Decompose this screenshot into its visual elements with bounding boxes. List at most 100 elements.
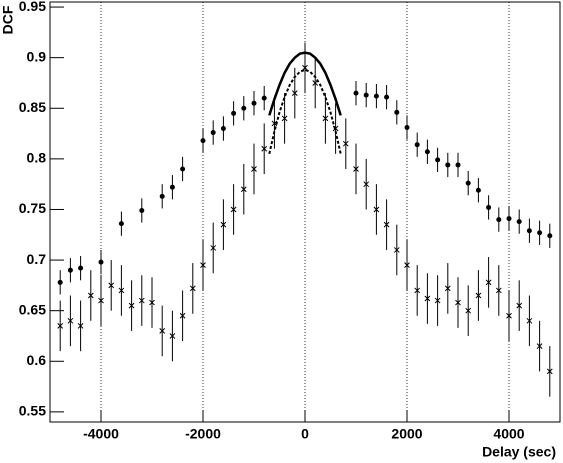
y-tick-label: 0.65 [19,301,46,317]
data-point [455,162,461,168]
data-point [169,333,176,339]
data-point [353,90,359,96]
data-point [179,312,186,319]
data-point [149,299,155,306]
data-point [159,193,165,199]
data-point [475,292,482,299]
data-point [98,297,104,304]
data-point [526,317,533,324]
data-point [537,230,543,236]
data-point [78,265,84,271]
y-tick-label: 0.75 [19,200,46,216]
data-point [363,92,369,98]
data-point [384,94,390,100]
data-point [495,287,502,294]
data-point [546,368,553,375]
data-point [241,105,247,111]
data-point [383,221,390,228]
data-point [373,93,379,99]
data-point [281,115,288,122]
data-point [434,297,441,304]
data-point [424,149,430,155]
data-point [200,262,206,268]
data-point [506,312,512,319]
data-point [67,267,73,273]
data-point [414,287,421,294]
data-point [67,317,74,324]
data-point [404,124,410,130]
data-point [210,245,217,251]
data-point [424,295,431,302]
data-point [363,181,370,188]
data-point [404,262,410,268]
data-point [536,343,543,349]
data-point [118,221,124,227]
y-axis-label: DCF [0,5,16,34]
data-point [547,233,553,239]
y-tick-label: 0.55 [19,403,46,419]
data-point [139,207,145,213]
y-tick-label: 0.8 [27,150,47,166]
data-point [261,145,268,152]
data-point [220,126,226,132]
data-point [240,186,247,193]
y-tick-label: 0.7 [27,251,47,267]
x-tick-label: -2000 [185,426,221,442]
data-point [516,302,523,309]
fit-curve [268,51,342,116]
data-point [159,328,166,334]
fit-curve [268,68,342,155]
data-point [251,166,257,172]
data-point [455,299,461,306]
data-point [169,184,175,190]
data-point [57,279,63,285]
x-tick-label: 4000 [493,426,524,442]
x-tick-label: 0 [301,426,309,442]
data-point [230,206,237,213]
y-tick-label: 0.6 [27,352,47,368]
data-point [291,90,298,96]
data-point [445,162,451,168]
data-point [220,221,227,228]
x-tick-label: 2000 [391,426,422,442]
data-point [475,187,481,193]
data-point [251,100,257,106]
data-point [496,217,502,223]
data-point [77,323,84,329]
data-point [516,219,522,225]
data-point [261,95,267,101]
data-point [444,285,451,292]
data-point [394,109,400,115]
data-point [57,323,64,329]
data-point [465,180,471,186]
data-point [189,285,196,292]
data-point [485,279,492,286]
data-point [322,115,329,122]
y-tick-label: 0.9 [27,48,47,64]
data-point [138,297,145,304]
data-point [465,307,472,314]
data-point [108,282,115,289]
data-point [180,166,186,172]
y-tick-label: 0.85 [19,99,46,115]
data-point [200,138,206,144]
data-point [231,110,237,116]
data-point [118,287,125,294]
data-point [373,206,380,213]
data-point [353,166,359,172]
x-axis-label: Delay (sec) [482,444,556,460]
data-point [414,142,420,148]
data-point [393,247,400,253]
data-point [128,302,135,309]
data-point [210,130,216,136]
data-point [87,292,94,299]
data-point [98,259,104,265]
data-point [486,204,492,210]
data-point [506,216,512,222]
data-point [435,157,441,163]
data-point [342,140,349,147]
x-tick-label: -4000 [83,426,119,442]
data-point [526,228,532,234]
y-tick-label: 0.95 [19,0,46,14]
